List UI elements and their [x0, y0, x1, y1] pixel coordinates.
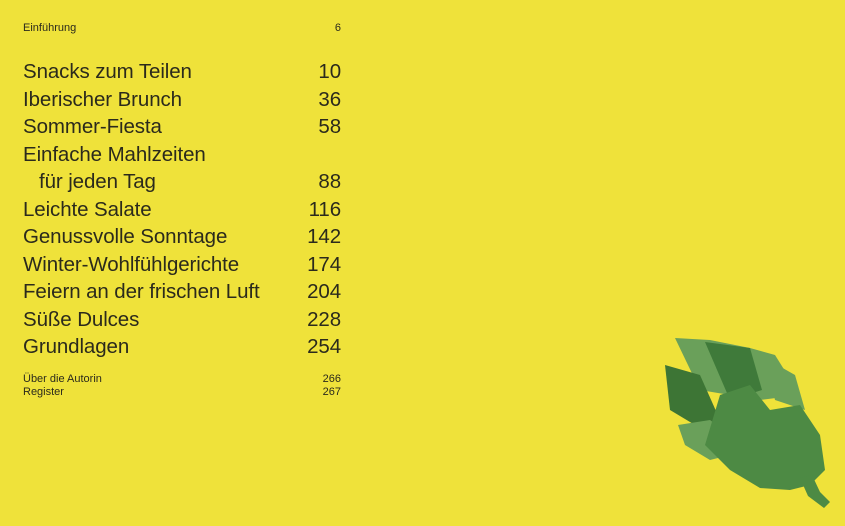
toc-page: 228 [307, 307, 341, 331]
toc-page: 58 [318, 115, 341, 138]
toc-entry: Snacks zum Teilen 10 [23, 58, 341, 86]
toc-page: 204 [307, 280, 341, 303]
toc-entry: für jeden Tag 88 [23, 168, 341, 196]
toc-title: Feiern an der frischen Luft [23, 280, 260, 303]
toc-title: für jeden Tag [39, 170, 156, 193]
toc-entry: Einfache Mahlzeiten [23, 141, 341, 169]
toc-title: Register [23, 386, 64, 398]
toc-title: Winter-Wohlfühlgerichte [23, 252, 240, 276]
artichoke-leaf [665, 365, 720, 428]
toc-title: Über die Autorin [23, 373, 102, 385]
artichoke-body [705, 385, 825, 490]
toc-page: 142 [307, 225, 341, 248]
toc-title: Snacks zum Teilen [23, 60, 192, 83]
toc-page: 6 [334, 22, 341, 34]
toc-title: Iberischer Brunch [23, 87, 182, 111]
toc-entry-intro: Einführung 6 [23, 22, 341, 35]
artichoke-leaf [705, 342, 762, 400]
toc-entry: Süße Dulces 228 [23, 306, 341, 334]
artichoke-illustration [665, 338, 830, 508]
toc-title: Süße Dulces [23, 307, 140, 331]
toc-entry: Leichte Salate 116 [23, 196, 341, 224]
toc-title: Leichte Salate [23, 197, 152, 221]
toc-page: 266 [322, 373, 341, 385]
artichoke-stem [800, 475, 830, 508]
toc-entry: Sommer-Fiesta 58 [23, 113, 341, 141]
toc-entry: Grundlagen 254 [23, 333, 341, 361]
toc-title: Sommer-Fiesta [23, 115, 162, 138]
toc-entry-about: Über die Autorin 266 [23, 373, 341, 386]
toc-chapters: Snacks zum Teilen 10 Iberischer Brunch 36 … [23, 58, 341, 361]
toc-title: Grundlagen [23, 335, 130, 358]
toc-page: 116 [308, 197, 341, 221]
artichoke-leaf [765, 358, 805, 410]
toc-title: Genussvolle Sonntage [23, 225, 228, 248]
toc-entry: Genussvolle Sonntage 142 [23, 223, 341, 251]
toc-entry: Winter-Wohlfühlgerichte 174 [23, 251, 341, 279]
toc-page: 267 [322, 386, 341, 398]
toc-page: 174 [307, 252, 341, 276]
toc-entry-register: Register 267 [23, 386, 341, 399]
toc-title: Einführung [23, 22, 77, 34]
toc-title: Einfache Mahlzeiten [23, 142, 206, 166]
toc-entry: Feiern an der frischen Luft 204 [23, 278, 341, 306]
toc-page: 254 [307, 335, 341, 358]
toc-page: 88 [318, 170, 341, 193]
toc-page: 10 [318, 60, 341, 83]
toc-page: 36 [318, 87, 341, 111]
toc-entry: Iberischer Brunch 36 [23, 86, 341, 114]
